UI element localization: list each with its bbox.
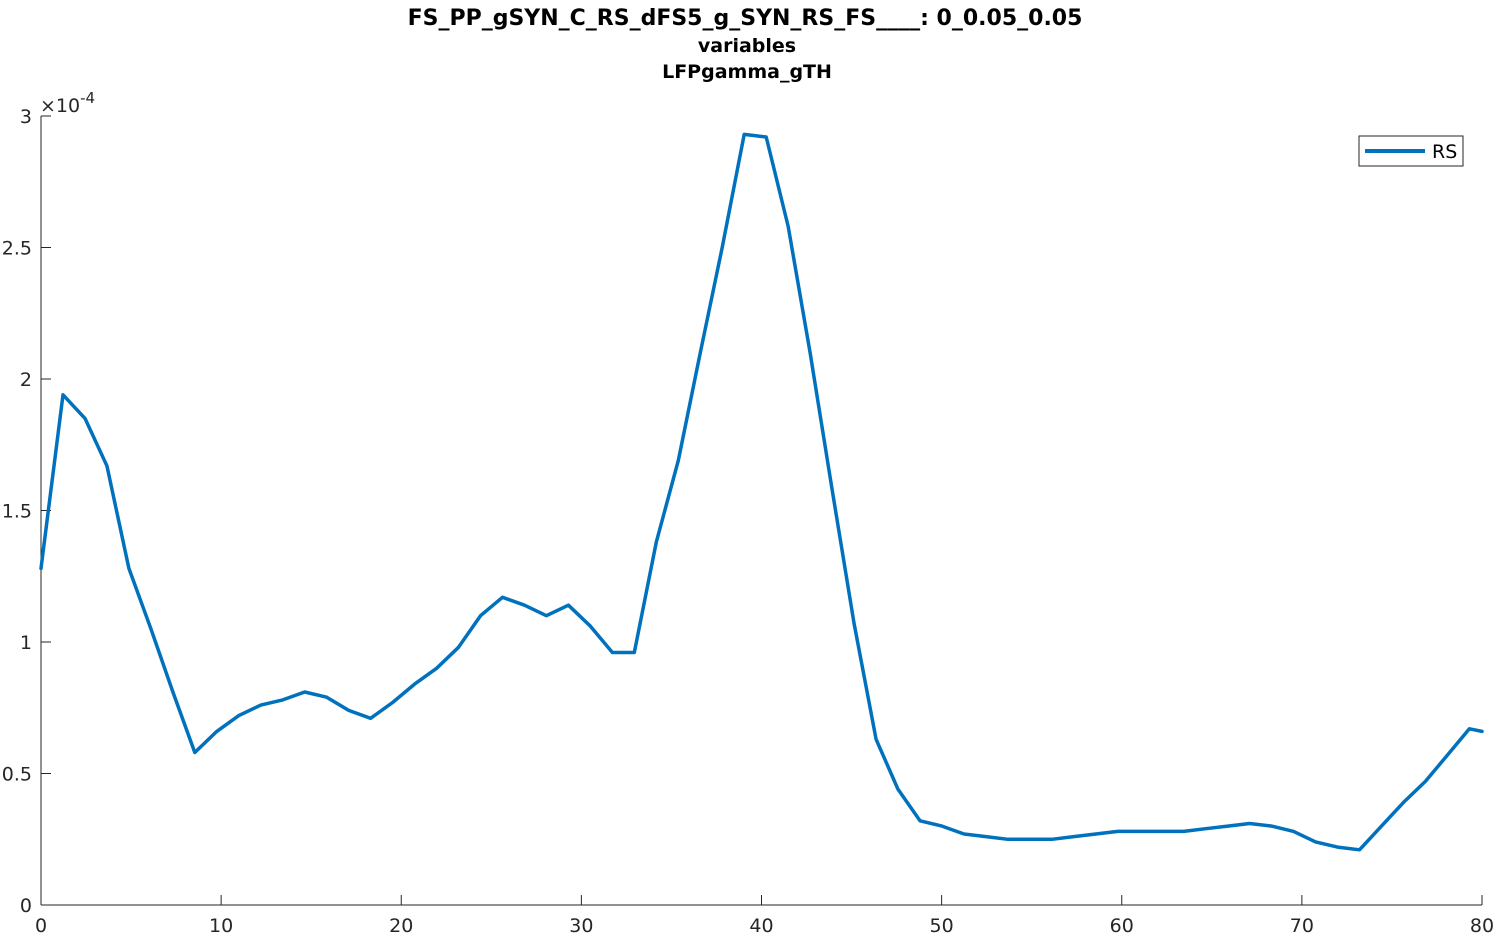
x-tick-label: 80 bbox=[1470, 915, 1494, 937]
y-tick-label: 0 bbox=[20, 895, 32, 917]
legend: RS bbox=[1358, 135, 1464, 167]
y-tick-label: 1.5 bbox=[2, 501, 32, 523]
chart-subtitle: variables bbox=[698, 35, 796, 57]
x-tick-label: 60 bbox=[1110, 915, 1134, 937]
y-tick-label: 0.5 bbox=[2, 764, 32, 786]
legend-label-rs: RS bbox=[1432, 141, 1457, 163]
x-tick-label: 0 bbox=[35, 915, 47, 937]
y-exponent-power: -4 bbox=[80, 89, 95, 107]
y-tick-label: 2.5 bbox=[2, 238, 32, 260]
x-tick-label: 70 bbox=[1290, 915, 1314, 937]
chart-subtitle-2: LFPgamma_gTH bbox=[662, 61, 832, 83]
y-exponent-label: ×10-4 bbox=[40, 89, 95, 117]
x-tick-label: 40 bbox=[749, 915, 773, 937]
chart-title: FS_PP_gSYN_C_RS_dFS5_g_SYN_RS_FS____: 0_… bbox=[408, 6, 1083, 31]
y-tick-label: 3 bbox=[20, 106, 32, 128]
x-tick-label: 10 bbox=[209, 915, 233, 937]
y-exponent-base: ×10 bbox=[40, 95, 80, 117]
x-tick-label: 50 bbox=[930, 915, 954, 937]
plot-area: 0 10 20 30 40 50 60 70 80 0 0.5 1 1.5 2 2.5 3 bbox=[2, 106, 1494, 937]
series-line-rs bbox=[39, 132, 1484, 852]
y-tick-label: 2 bbox=[20, 369, 32, 391]
x-tick-label: 20 bbox=[389, 915, 413, 937]
y-tick-label: 1 bbox=[20, 632, 32, 654]
x-tick-label: 30 bbox=[569, 915, 593, 937]
